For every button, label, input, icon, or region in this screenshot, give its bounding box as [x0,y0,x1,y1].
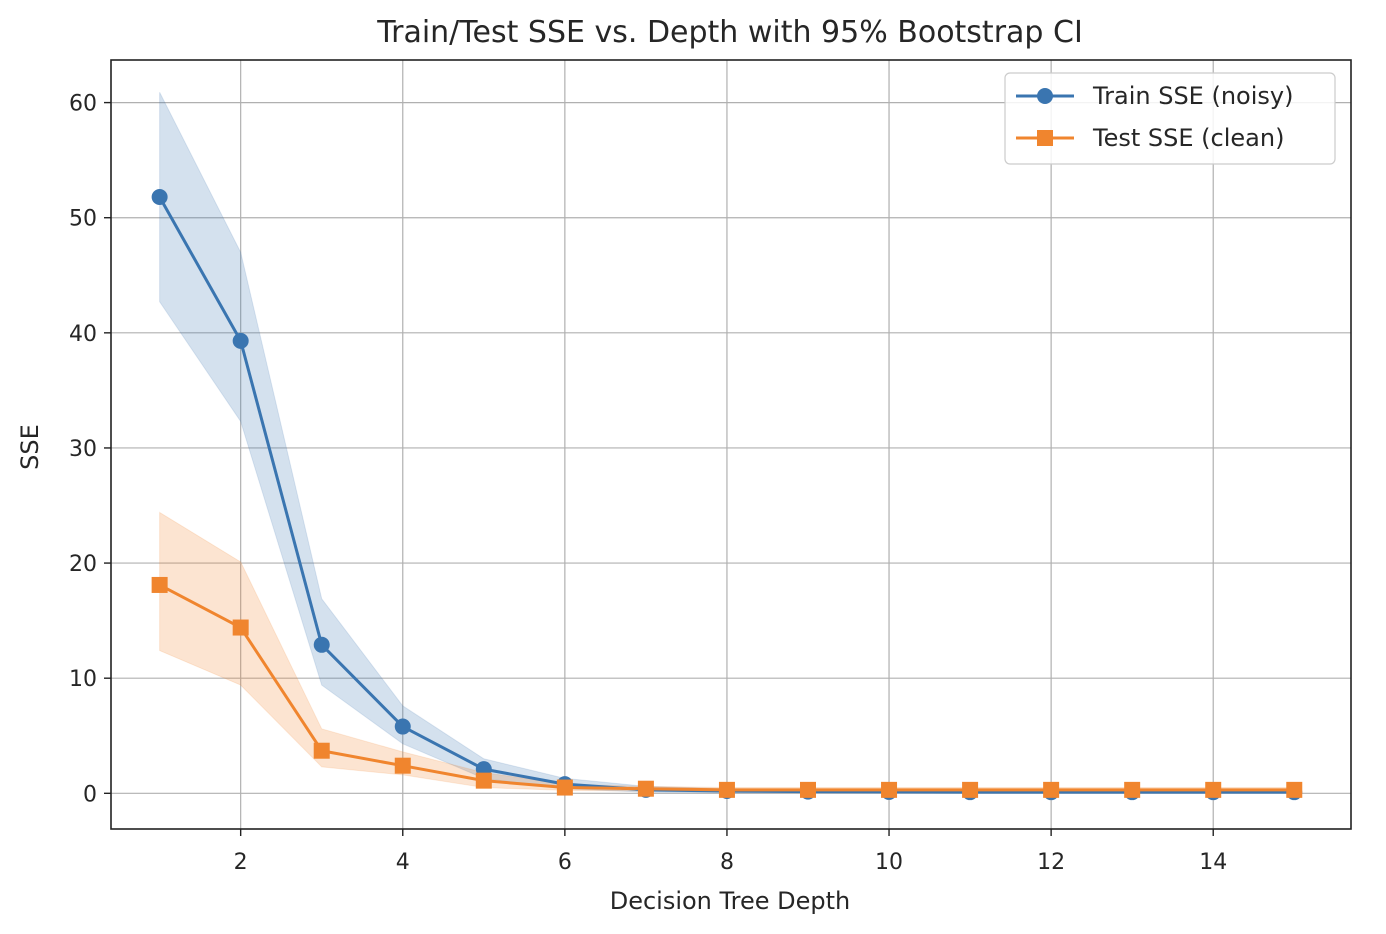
legend-label-1: Test SSE (clean) [1092,124,1284,152]
x-tick-label: 8 [720,850,734,875]
data-point-1 [1043,781,1060,798]
data-point-1 [637,780,654,797]
data-point-1 [1286,781,1303,798]
data-point-0 [313,636,330,653]
data-point-1 [232,619,249,636]
legend: Train SSE (noisy) Test SSE (clean) [1004,72,1336,165]
plot-frame [110,59,1352,830]
data-point-1 [556,779,573,796]
data-point-1 [313,742,330,759]
data-point-1 [475,772,492,789]
data-point-1 [394,757,411,774]
data-point-1 [151,576,168,593]
series-markers [151,188,1303,801]
y-tick-label: 20 [69,552,97,577]
y-tick-label: 0 [83,782,97,807]
data-point-0 [151,188,168,205]
x-tick-label: 14 [1199,850,1227,875]
x-tick-label: 4 [396,850,410,875]
y-tick-label: 30 [69,437,97,462]
legend-box [1004,72,1336,165]
y-axis-label: SSE [16,424,44,470]
x-tick-label: 2 [234,850,248,875]
x-tick-label: 6 [558,850,572,875]
data-point-0 [232,332,249,349]
data-point-1 [881,781,898,798]
data-point-0 [394,718,411,735]
data-point-1 [718,781,735,798]
y-ticks: 0 10 20 30 40 50 60 [69,92,111,807]
x-tick-label: 12 [1037,850,1065,875]
y-tick-label: 60 [69,92,97,117]
x-tick-label: 10 [875,850,903,875]
data-point-1 [1205,781,1222,798]
y-tick-label: 50 [69,207,97,232]
data-point-1 [799,781,816,798]
data-point-1 [1124,781,1141,798]
x-ticks: 2 4 6 8 10 12 14 [234,829,1227,875]
chart-title: Train/Test SSE vs. Depth with 95% Bootst… [376,15,1083,50]
x-axis-label: Decision Tree Depth [610,887,851,915]
legend-label-0: Train SSE (noisy) [1092,82,1293,110]
legend-marker-0 [1037,88,1053,104]
legend-marker-1 [1037,130,1053,146]
y-tick-label: 10 [69,667,97,692]
y-tick-label: 40 [69,322,97,347]
data-point-1 [962,781,979,798]
